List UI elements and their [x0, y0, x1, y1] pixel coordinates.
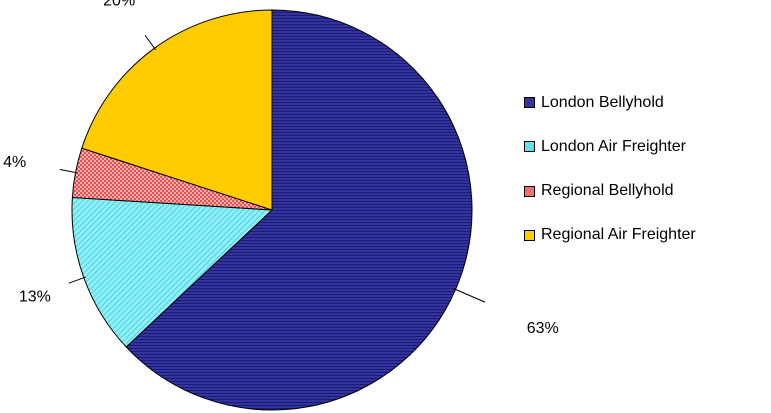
legend-label: London Air Freighter [541, 137, 686, 155]
data-label: 4% [3, 154, 26, 171]
data-labels: 63% 13% 4% 20% [3, 0, 559, 337]
legend-swatch-regional-air-freighter [524, 229, 535, 241]
pie-slices [71, 9, 473, 411]
legend-item-regional-bellyhold: Regional Bellyhold [524, 182, 764, 201]
legend-item-regional-air-freighter: Regional Air Freighter [524, 226, 764, 245]
data-label: 63% [527, 320, 559, 337]
data-label: 20% [103, 0, 135, 10]
legend-item-london-air-freighter: London Air Freighter [524, 137, 764, 156]
legend: London Bellyhold London Air Freighter Re… [524, 93, 764, 270]
legend-swatch-london-air-freighter [524, 141, 535, 153]
leader-line [59, 169, 78, 174]
leader-lines [59, 34, 486, 303]
legend-swatch-london-bellyhold [524, 97, 535, 108]
legend-label: Regional Air Freighter [541, 226, 696, 244]
legend-item-london-bellyhold: London Bellyhold [524, 93, 764, 112]
legend-label: London Bellyhold [541, 93, 664, 111]
leader-line [68, 276, 86, 284]
data-label: 13% [19, 288, 51, 305]
legend-swatch-regional-bellyhold [524, 185, 535, 197]
legend-label: Regional Bellyhold [541, 182, 674, 200]
leader-line [144, 34, 157, 51]
leader-line [453, 288, 486, 303]
